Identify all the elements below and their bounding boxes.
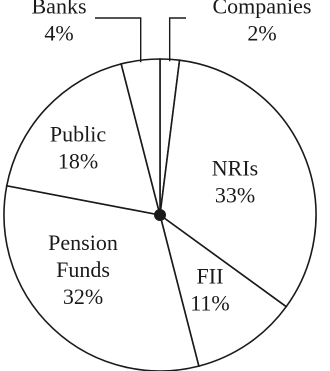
slice-name-nris: NRIs (212, 156, 258, 181)
slice-value-pension-funds: 32% (63, 284, 103, 309)
slice-label-public: Public 18% (50, 122, 106, 174)
pie-slices (3, 58, 317, 371)
slice-value-public: 18% (58, 149, 98, 174)
slice-label-nris: NRIs 33% (212, 156, 258, 208)
slice-name-companies: Companies (213, 0, 312, 19)
slice-value-fii: 11% (190, 291, 230, 316)
slice-name-public: Public (50, 122, 106, 147)
leader-line-banks (95, 17, 142, 63)
slice-label-companies: Companies 2% (213, 0, 312, 46)
slice-value-banks: 4% (44, 21, 73, 46)
slice-name-fii: FII (197, 264, 224, 289)
label-leader-lines (95, 17, 186, 63)
pie-center-dot (154, 209, 166, 221)
pie-slice-public (5, 62, 162, 217)
leader-line-companies (168, 17, 186, 62)
slice-labels: Companies 2%NRIs 33%FII 11%Pension Funds 32%P… (32, 0, 312, 316)
slice-name-pension-funds-1: Pension (48, 230, 118, 255)
slice-label-banks: Banks 4% (32, 0, 87, 46)
slice-value-companies: 2% (247, 21, 276, 46)
pie-slice-fii (158, 213, 288, 368)
slice-name-pension-funds-2: Funds (56, 257, 110, 282)
slice-label-fii: FII 11% (190, 264, 230, 316)
slice-label-pension-funds: Pension Funds 32% (48, 230, 118, 309)
slice-name-banks: Banks (32, 0, 87, 19)
slice-value-nris: 33% (215, 183, 255, 208)
pie-slice-nris (159, 59, 317, 308)
